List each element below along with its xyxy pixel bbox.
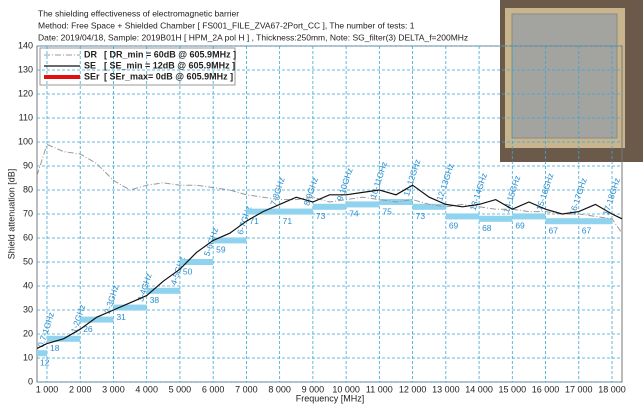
y-tick-label: 90 <box>23 160 33 170</box>
band-value: 31 <box>116 312 126 322</box>
band-bar <box>412 203 446 210</box>
x-tick-label: 17 000 <box>565 384 593 394</box>
band-value: 73 <box>416 211 426 221</box>
y-tick-label: 80 <box>23 184 33 194</box>
band-bar <box>346 201 380 208</box>
x-tick-label: 9 000 <box>302 384 325 394</box>
x-tick-label: 6 000 <box>202 384 225 394</box>
x-tick-label: 4 000 <box>135 384 158 394</box>
x-tick-label: 1 000 <box>36 384 59 394</box>
y-tick-label: 70 <box>23 208 33 218</box>
band-bar <box>146 287 180 294</box>
x-tick-label: 18 000 <box>598 384 626 394</box>
y-tick-label: 20 <box>23 328 33 338</box>
band-bar <box>578 218 613 225</box>
x-tick-label: 13 000 <box>432 384 460 394</box>
x-tick-label: 14 000 <box>465 384 493 394</box>
band-value: 59 <box>216 245 226 255</box>
x-tick-label: 8 000 <box>268 384 291 394</box>
y-tick-label: 60 <box>23 232 33 242</box>
x-tick-label: 5 000 <box>169 384 192 394</box>
x-tick-label: 2 000 <box>69 384 92 394</box>
sample-photo <box>500 0 643 162</box>
x-tick-label: 15 000 <box>499 384 527 394</box>
y-axis-label: Shield attenuation [dB] <box>6 169 16 260</box>
band-bar <box>213 237 247 244</box>
band-label: 17-18GHz <box>601 177 622 217</box>
band-value: 38 <box>150 295 160 305</box>
legend-name: SEr <box>84 71 100 81</box>
x-tick-label: 12 000 <box>399 384 427 394</box>
y-tick-label: 100 <box>18 136 33 146</box>
y-tick-label: 10 <box>23 352 33 362</box>
band-bar <box>479 215 513 222</box>
legend-note: [ DR_min = 60dB @ 605.9MHz ] <box>104 49 236 59</box>
band-label: 10-11GHz <box>368 160 389 199</box>
series-line <box>36 184 623 349</box>
y-tick-label: 0 <box>28 376 33 386</box>
series-line <box>36 143 623 234</box>
band-value: 18 <box>50 343 60 353</box>
band-value: 67 <box>549 225 559 235</box>
band-label: 11-12GHz <box>401 158 422 197</box>
band-bar <box>279 208 313 215</box>
header-line: Method: Free Space + Shielded Chamber [ … <box>38 20 415 30</box>
x-tick-label: 10 000 <box>332 384 360 394</box>
band-label: 8-9GHz <box>301 176 320 207</box>
band-value: 71 <box>249 216 259 226</box>
band-value: 67 <box>582 225 592 235</box>
band-bar <box>80 316 114 323</box>
legend-note: [ SE_min = 12dB @ 605.9MHz ] <box>104 60 235 70</box>
band-label: 12-13GHz <box>434 162 455 202</box>
band-label: 16-17GHz <box>567 177 588 217</box>
band-value: 69 <box>515 221 525 231</box>
y-tick-label: 30 <box>23 304 33 314</box>
y-tick-label: 50 <box>23 256 33 266</box>
y-tick-label: 120 <box>18 88 33 98</box>
x-axis-label: Frequency [MHz] <box>296 393 365 403</box>
band-value: 71 <box>283 216 293 226</box>
band-bar <box>445 213 480 220</box>
y-tick-label: 140 <box>18 40 33 50</box>
y-tick-label: 110 <box>19 112 33 122</box>
legend-note: [ SEr_max= 0dB @ 605.9MHz ] <box>104 71 233 81</box>
y-tick-label: 130 <box>18 64 33 74</box>
header-line: Date: 2019/04/18, Sample: 2019B01H [ HPM… <box>38 32 468 42</box>
band-value: 26 <box>83 324 93 334</box>
band-value: 50 <box>183 266 193 276</box>
band-value: 12 <box>40 357 50 367</box>
band-value: 73 <box>316 211 326 221</box>
band-value: 68 <box>482 223 492 233</box>
legend-name: DR <box>84 49 97 59</box>
band-bar <box>312 203 347 210</box>
x-tick-label: 16 000 <box>532 384 560 394</box>
band-bar <box>113 304 147 311</box>
band-value: 75 <box>382 206 392 216</box>
band-bar <box>545 218 579 225</box>
band-value: 69 <box>449 221 459 231</box>
band-bar <box>512 213 546 220</box>
header-line: The shielding effectiveness of electroma… <box>38 8 239 18</box>
x-tick-label: 3 000 <box>102 384 125 394</box>
band-value: 74 <box>349 209 359 219</box>
band-label: 9-10GHz <box>335 167 355 202</box>
x-tick-label: 11 000 <box>366 384 393 394</box>
band-bar <box>37 350 47 357</box>
x-tick-label: 7 000 <box>235 384 258 394</box>
band-bar <box>179 259 214 265</box>
legend-name: SE <box>84 60 96 70</box>
y-tick-label: 40 <box>23 280 33 290</box>
